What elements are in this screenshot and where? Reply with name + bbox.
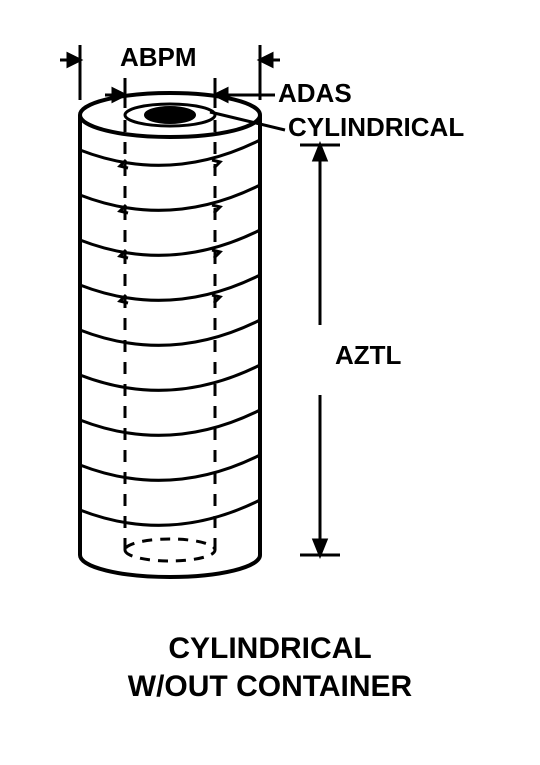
adas-label: ADAS: [278, 78, 352, 109]
caption-line1: CYLINDRICAL: [0, 632, 540, 666]
aztl-dimension: [300, 145, 340, 555]
abpm-label: ABPM: [120, 42, 197, 73]
aztl-label: AZTL: [335, 340, 401, 371]
spiral-wraps: [80, 140, 260, 525]
center-hole: [145, 107, 195, 123]
inner-bottom-dashed: [125, 539, 215, 561]
cylindrical-inner-label: CYLINDRICAL: [288, 112, 464, 143]
cylinder-bottom-arc: [80, 555, 260, 577]
diagram-canvas: ABPM ADAS CYLINDRICAL AZTL CYLINDRICAL W…: [0, 0, 540, 765]
caption-line2: W/OUT CONTAINER: [0, 670, 540, 704]
